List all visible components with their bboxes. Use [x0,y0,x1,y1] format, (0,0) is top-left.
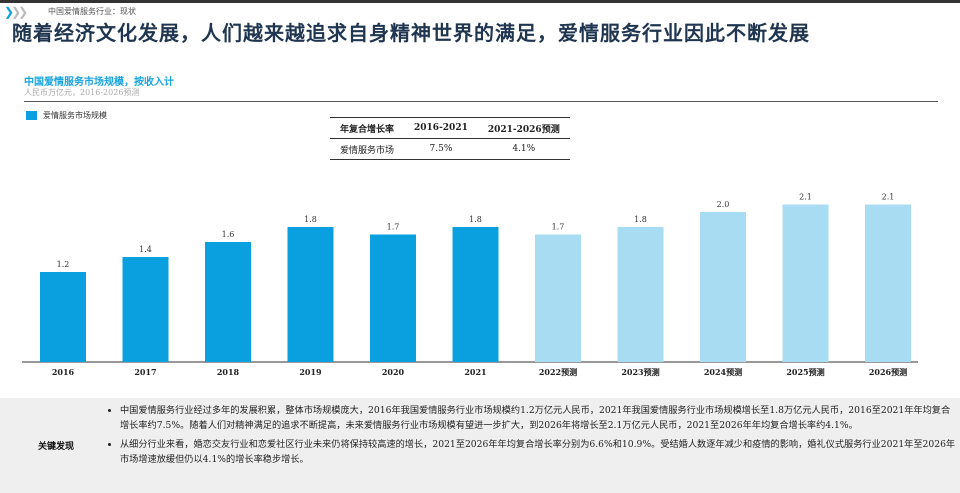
x-tick-label: 2026预测 [869,367,907,377]
data-label: 1.6 [222,230,235,239]
table-header-row: 年复合增长率 2016-2021 2021-2026预测 [330,117,570,139]
bar [40,272,86,362]
bar [535,234,581,362]
x-tick-label: 2022预测 [539,367,577,377]
bar [122,257,169,362]
data-label: 2.1 [882,193,895,202]
top-bar [0,0,960,3]
legend-label: 爱情服务市场规模 [43,111,107,120]
bar [700,212,746,362]
finding-item: 中国爱情服务行业经过多年的发展积累，整体市场规模庞大，2016年我国爱情服务行业… [120,403,956,433]
x-tick-label: 2021 [464,367,486,377]
findings-label: 关键发现 [38,442,75,452]
x-tick-label: 2017 [134,367,156,377]
chart-title: 中国爱情服务市场规模，按收入计 [24,77,174,88]
findings-list: 中国爱情服务行业经过多年的发展积累，整体市场规模庞大，2016年我国爱情服务行业… [108,403,956,471]
x-tick-label: 2018 [217,367,240,377]
findings-panel [0,398,960,493]
bar [617,227,664,362]
cagr-table: 年复合增长率 2016-2021 2021-2026预测 爱情服务市场 7.5%… [330,117,570,160]
x-tick-label: 2024预测 [704,367,742,377]
data-label: 1.2 [57,260,70,269]
x-tick-label: 2025预测 [786,367,824,377]
bar [370,234,416,362]
legend-swatch [26,111,37,120]
chevron-icon: ❯❯❯ [4,5,28,19]
data-label: 1.7 [387,223,400,232]
data-label: 1.8 [634,215,647,224]
table-row: 爱情服务市场 7.5% 4.1% [330,138,570,160]
data-label: 1.7 [552,223,565,232]
x-tick-label: 2016 [52,367,75,377]
x-tick-label: 2019 [299,367,322,377]
chart-subtitle: 人民币万亿元，2016-2026预测 [24,88,140,97]
table-header: 2016-2021 [404,117,478,139]
data-label: 1.4 [139,245,152,254]
finding-item: 从细分行业来看，婚恋交友行业和恋爱社区行业未来仍将保持较高速的增长，2021至2… [120,437,956,467]
bar [452,227,499,362]
data-label: 1.8 [304,215,317,224]
bar [287,227,334,362]
data-label: 1.8 [469,215,482,224]
table-cell: 4.1% [477,138,570,160]
table-cell: 爱情服务市场 [330,138,405,160]
legend: 爱情服务市场规模 [26,110,107,121]
bar [205,242,251,362]
divider [24,101,938,102]
data-label: 2.0 [717,200,730,209]
table-header: 2021-2026预测 [477,117,570,139]
table-header: 年复合增长率 [330,117,405,139]
data-label: 2.1 [799,193,812,202]
bar [782,204,829,362]
table-cell: 7.5% [404,138,478,160]
page-title: 随着经济文化发展，人们越来越追求自身精神世界的满足，爱情服务行业因此不断发展 [12,21,810,45]
bar [865,204,911,362]
breadcrumb: 中国爱情服务行业：现状 [48,7,136,16]
x-tick-label: 2020 [382,367,405,377]
bar-chart: 1.2 2016 1.4 2017 1.6 2018 1.8 2019 1.7 2020 1.8 20… [22,193,918,377]
x-tick-label: 2023预测 [621,367,659,377]
